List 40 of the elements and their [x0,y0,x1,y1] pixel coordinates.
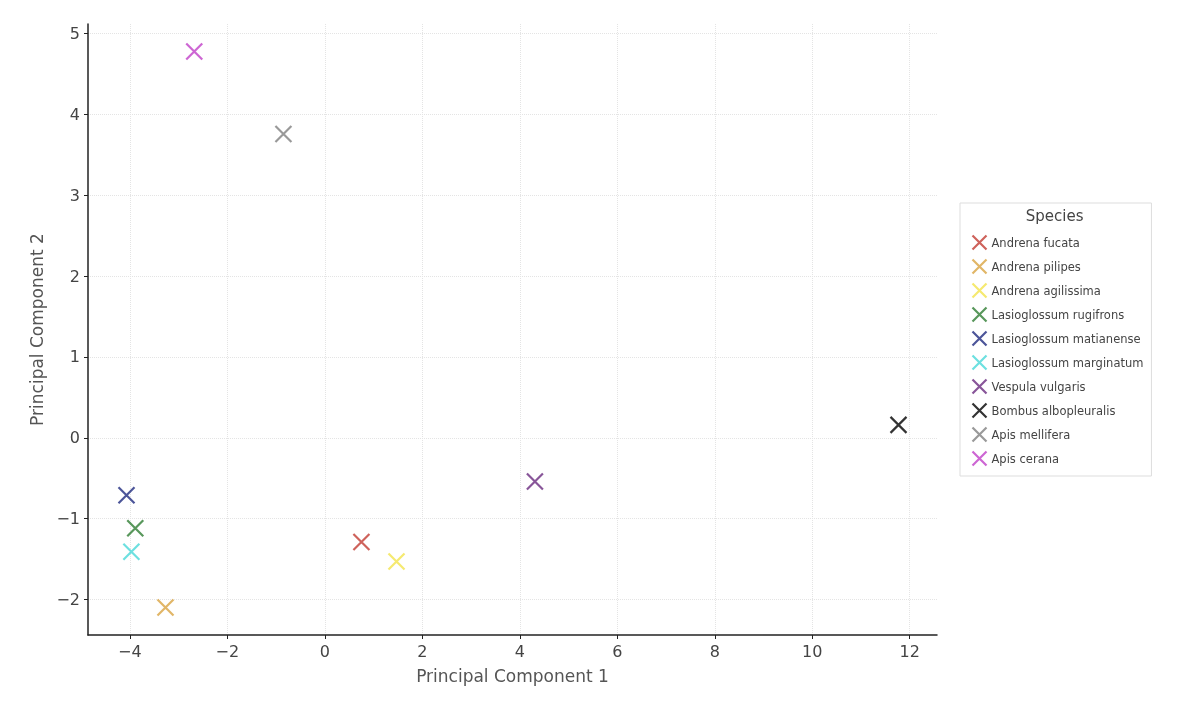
x-tick-label: −2 [215,641,240,661]
x-tick-label: 12 [899,641,920,661]
point [387,552,406,571]
x-tick-label: −4 [118,641,142,661]
x-tick-label: 8 [709,641,720,661]
y-tick-label: 5 [69,24,80,44]
y-tick-label: −1 [56,509,80,529]
y-tick-label: 3 [69,185,80,205]
y-tick-label: 2 [69,266,80,286]
legend-label: Lasioglossum rugifrons [991,307,1125,322]
legend-label: Lasioglossum matianense [991,331,1141,346]
x-tick-label: 2 [417,641,428,661]
legend-title: Species [1025,207,1084,225]
point [122,542,141,561]
legend-label: Bombus albopleuralis [991,403,1116,418]
y-axis-title: Principal Component 2 [27,233,48,426]
point [889,415,908,434]
point [126,519,145,538]
point [525,472,545,491]
x-axis-title: Principal Component 1 [416,665,609,686]
x-tick-label: 0 [319,641,330,661]
point [352,532,371,552]
y-tick-label: −2 [56,589,80,609]
legend-label: Andrena agilissima [991,283,1101,298]
point [274,124,293,144]
point [117,486,136,505]
y-tick-label: 4 [69,105,80,125]
legend-label: Lasioglossum marginatum [991,355,1144,370]
legend-label: Apis cerana [991,451,1060,466]
y-tick-label: 0 [69,428,80,448]
x-tick-label: 6 [612,641,623,661]
x-tick-label: 10 [802,641,823,661]
y-tick-label: 1 [69,347,80,367]
legend-label: Vespula vulgaris [991,379,1086,394]
legend-label: Andrena fucata [991,235,1080,250]
point [185,42,204,61]
x-tick-label: 4 [514,641,525,661]
legend-label: Apis mellifera [991,427,1071,442]
legend-label: Andrena pilipes [991,259,1081,274]
point [156,598,175,617]
